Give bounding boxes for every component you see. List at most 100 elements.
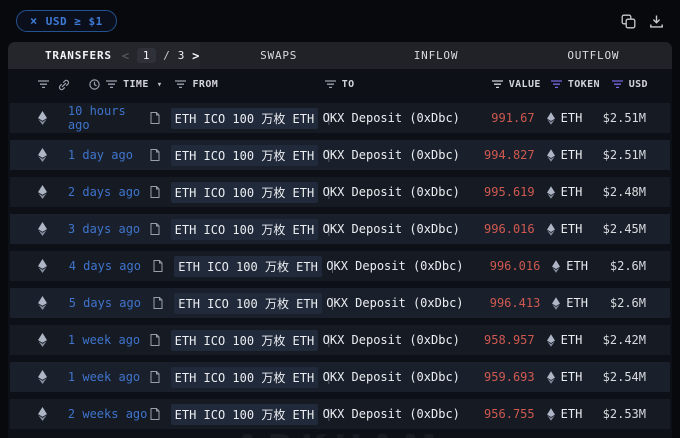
from-to-separator: | xyxy=(325,407,333,421)
ethereum-chain-icon xyxy=(38,148,68,162)
ethereum-chain-icon xyxy=(38,185,68,199)
to-entity-link[interactable]: OKX Deposit (0xDbc) xyxy=(322,185,460,199)
usd-value: $2.42M xyxy=(602,333,647,347)
time-link[interactable]: 1 day ago xyxy=(67,148,133,162)
from-entity-link[interactable]: ETH ICO 100 万枚 ETH xyxy=(170,366,319,388)
time-link[interactable]: 1 week ago xyxy=(67,370,141,384)
from-entity-link[interactable]: ETH ICO 100 万枚 ETH xyxy=(170,218,319,240)
transfers-panel: TRANSFERS < 1 / 3 > SWAPS INFLOW OUTFLOW xyxy=(8,42,672,438)
tab-bar: TRANSFERS < 1 / 3 > SWAPS INFLOW OUTFLOW xyxy=(8,42,672,69)
from-entity-link[interactable]: ETH ICO 100 万枚 ETH xyxy=(170,144,319,166)
clock-icon xyxy=(89,79,100,90)
link-icon[interactable] xyxy=(58,79,70,91)
time-link[interactable]: 2 days ago xyxy=(67,185,141,199)
time-link[interactable]: 4 days ago xyxy=(68,259,141,273)
to-entity-link[interactable]: OKX Deposit (0xDbc) xyxy=(322,111,460,125)
ethereum-chain-icon xyxy=(38,259,69,273)
from-entity-link[interactable]: ETH ICO 100 万枚 ETH xyxy=(170,329,319,351)
eth-token-icon xyxy=(546,333,555,347)
to-entity-link[interactable]: OKX Deposit (0xDbc) xyxy=(322,407,460,421)
table-row[interactable]: 2 weeks ago ETH ICO 100 万枚 ETH | OKX Dep… xyxy=(10,399,670,429)
time-link[interactable]: 5 days ago xyxy=(68,296,141,310)
usd-column-header[interactable]: USD xyxy=(611,79,672,90)
from-entity-link[interactable]: ETH ICO 100 万枚 ETH xyxy=(170,107,319,129)
top-bar: × USD ≥ $1 xyxy=(0,0,680,42)
to-column-header[interactable]: TO xyxy=(324,79,463,90)
value-filter-icon[interactable] xyxy=(491,80,503,89)
from-entity-link[interactable]: ETH ICO 100 万枚 ETH xyxy=(174,255,322,277)
usd-filter-icon[interactable] xyxy=(611,80,623,89)
arkham-watermark: ◈ ARKHAM xyxy=(204,428,444,438)
page-prev-chevron-icon[interactable]: < xyxy=(121,48,130,63)
usd-value: $2.51M xyxy=(602,148,647,162)
table-row[interactable]: 2 days ago ETH ICO 100 万枚 ETH | OKX Depo… xyxy=(10,177,670,207)
tab-inflow[interactable]: INFLOW xyxy=(357,42,515,69)
usd-filter-chip[interactable]: × USD ≥ $1 xyxy=(16,10,117,32)
time-link[interactable]: 2 weeks ago xyxy=(67,407,148,421)
transaction-doc-icon[interactable] xyxy=(150,334,171,346)
tab-outflow[interactable]: OUTFLOW xyxy=(514,42,672,69)
tab-swaps[interactable]: SWAPS xyxy=(200,42,358,69)
page-current: 1 xyxy=(136,48,157,63)
copy-icon[interactable] xyxy=(621,14,636,29)
usd-value: $2.6M xyxy=(609,296,646,310)
usd-value: $2.51M xyxy=(602,111,647,125)
transaction-doc-icon[interactable] xyxy=(150,371,171,383)
table-row[interactable]: 4 days ago ETH ICO 100 万枚 ETH | OKX Depo… xyxy=(10,251,670,281)
time-link[interactable]: 3 days ago xyxy=(67,222,141,236)
page-total: 3 xyxy=(177,49,186,62)
time-filter-icon[interactable] xyxy=(106,80,118,89)
transaction-doc-icon[interactable] xyxy=(150,186,171,198)
transaction-doc-icon[interactable] xyxy=(150,149,171,161)
ethereum-chain-icon xyxy=(38,370,68,384)
eth-token-icon xyxy=(546,370,555,384)
download-icon[interactable] xyxy=(649,14,664,29)
type-filter-icon[interactable] xyxy=(38,80,49,89)
close-icon[interactable]: × xyxy=(30,14,38,28)
value-column-header[interactable]: VALUE xyxy=(462,79,541,90)
transaction-doc-icon[interactable] xyxy=(150,112,171,124)
ethereum-chain-icon xyxy=(38,333,68,347)
to-entity-link[interactable]: OKX Deposit (0xDbc) xyxy=(322,222,460,236)
token-symbol: ETH xyxy=(566,259,588,273)
from-filter-icon[interactable] xyxy=(175,80,187,89)
tab-transfers[interactable]: TRANSFERS < 1 / 3 > xyxy=(8,42,200,69)
to-entity-link[interactable]: OKX Deposit (0xDbc) xyxy=(322,333,460,347)
usd-value: $2.54M xyxy=(602,370,647,384)
transaction-doc-icon[interactable] xyxy=(150,223,171,235)
to-entity-link[interactable]: OKX Deposit (0xDbc) xyxy=(326,259,464,273)
to-entity-link[interactable]: OKX Deposit (0xDbc) xyxy=(322,148,460,162)
transaction-doc-icon[interactable] xyxy=(150,408,171,420)
token-symbol: ETH xyxy=(560,148,583,162)
usd-value: $2.53M xyxy=(602,407,647,421)
time-link[interactable]: 10 hours ago xyxy=(67,104,126,132)
from-entity-link[interactable]: ETH ICO 100 万枚 ETH xyxy=(170,181,319,203)
token-amount: 991.67 xyxy=(491,111,535,125)
token-symbol: ETH xyxy=(560,370,583,384)
from-column-header[interactable]: FROM xyxy=(175,79,324,90)
time-link[interactable]: 1 week ago xyxy=(67,333,141,347)
time-column-header[interactable]: TIME ▾ xyxy=(89,79,175,90)
table-row[interactable]: 3 days ago ETH ICO 100 万枚 ETH | OKX Depo… xyxy=(10,214,670,244)
filter-chip-label: USD ≥ $1 xyxy=(45,14,103,28)
to-filter-icon[interactable] xyxy=(324,80,336,89)
eth-token-icon xyxy=(546,185,555,199)
transaction-doc-icon[interactable] xyxy=(153,297,174,309)
from-entity-link[interactable]: ETH ICO 100 万枚 ETH xyxy=(174,292,322,314)
from-entity-link[interactable]: ETH ICO 100 万枚 ETH xyxy=(170,403,319,425)
chevron-down-icon: ▾ xyxy=(156,79,163,90)
token-filter-icon[interactable] xyxy=(550,80,562,89)
transaction-doc-icon[interactable] xyxy=(153,260,174,272)
ethereum-chain-icon xyxy=(38,222,68,236)
usd-value: $2.48M xyxy=(602,185,647,199)
table-row[interactable]: 1 week ago ETH ICO 100 万枚 ETH | OKX Depo… xyxy=(10,325,670,355)
eth-token-icon xyxy=(546,148,555,162)
to-entity-link[interactable]: OKX Deposit (0xDbc) xyxy=(326,296,464,310)
table-row[interactable]: 1 day ago ETH ICO 100 万枚 ETH | OKX Depos… xyxy=(10,140,670,170)
table-row[interactable]: 10 hours ago ETH ICO 100 万枚 ETH | OKX De… xyxy=(10,103,670,133)
table-row[interactable]: 1 week ago ETH ICO 100 万枚 ETH | OKX Depo… xyxy=(10,362,670,392)
page-next-chevron-icon[interactable]: > xyxy=(192,48,201,63)
table-row[interactable]: 5 days ago ETH ICO 100 万枚 ETH | OKX Depo… xyxy=(10,288,670,318)
to-entity-link[interactable]: OKX Deposit (0xDbc) xyxy=(322,370,460,384)
token-column-header[interactable]: TOKEN xyxy=(541,79,612,90)
